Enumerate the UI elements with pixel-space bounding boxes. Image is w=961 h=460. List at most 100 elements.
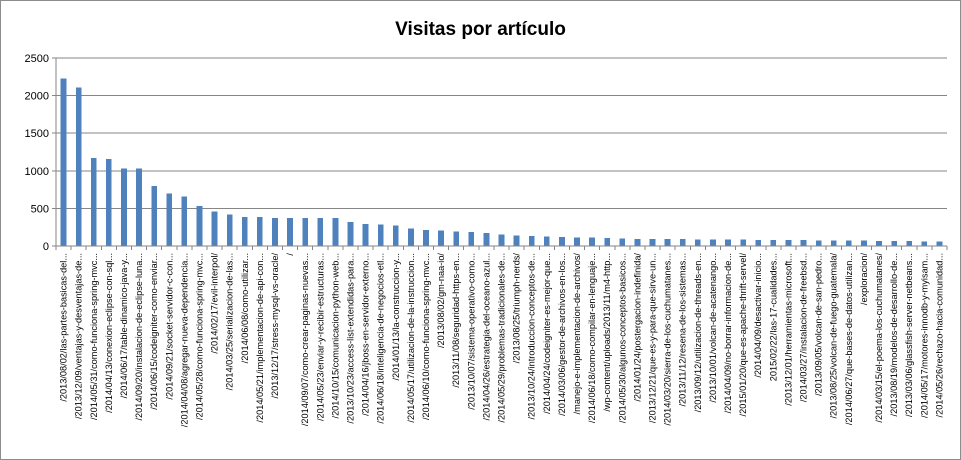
x-category-label: 2015/02/22/las-17-cualidades... [768, 253, 778, 381]
x-category-label: /manejo-e-implementacion-de-archivos/ [572, 253, 582, 415]
x-category-label: /2014/05/17/motores-innodb-y-myisam... [919, 253, 929, 418]
bar [60, 78, 67, 246]
bar [75, 87, 82, 246]
bar [710, 239, 716, 246]
bar [559, 236, 565, 246]
bar [151, 185, 158, 246]
x-category-label: /2013/03/06/glassfish-server-netbeans... [904, 253, 914, 417]
bar [528, 236, 535, 246]
bar [543, 236, 550, 246]
bar [332, 218, 339, 246]
bar [241, 217, 248, 246]
x-category-label: /2013/08/02/las-partes-basicas-del... [59, 253, 69, 402]
bar [483, 233, 490, 246]
bar [377, 224, 384, 246]
bar [408, 228, 414, 246]
x-category-label: /2014/04/13/conexion-eclipse-con-sql... [104, 253, 114, 413]
x-category-label: /2014/04/24/codeigniter-es-mejor-que... [542, 253, 552, 414]
x-category-label: /2013/10/24/introduccion-conceptos-de... [527, 253, 537, 420]
x-category-label: /2014/09/07/como-crear-paginas-nuevas... [300, 253, 310, 426]
x-category-label: /2014/03/25/serializacion-de-las... [225, 253, 235, 390]
x-category-label: /2014/03/06/gestor-de-archivos-en-los... [557, 253, 567, 416]
x-category-label: /2014/04/26/estrategia-del-oceano-azul..… [481, 253, 491, 421]
bar [105, 158, 112, 246]
x-category-label: /2014/06/15/codeigniter-como-enviar... [149, 253, 159, 410]
bar [438, 230, 444, 246]
x-category-label: /2014/06/18/como-compilar-en-lenguaje... [587, 253, 597, 423]
bar [347, 221, 354, 246]
x-category-label: /2014/05/23/enviar-y-recibir-estructuras… [315, 253, 325, 421]
x-category-label: /2013/08/25/volcan-de-fuego-guatemala/ [829, 253, 839, 419]
bar [861, 240, 867, 246]
x-category-label: /2014/05/26/rechazo-hacia-comunidad... [934, 253, 944, 417]
x-category-label: /2014/09/21/socket-servidor-c-con... [164, 253, 174, 400]
bar [921, 241, 928, 246]
x-category-label: /2014/04/09/no-borrar-informacion-de... [723, 253, 733, 413]
x-category-label: /2014/01/24/postergacion-indefinida/ [632, 253, 642, 402]
bar [513, 235, 520, 246]
bar [694, 239, 701, 246]
bar [619, 238, 626, 246]
bar [679, 239, 686, 246]
x-category-label: /wp-content/uploads/2013/11/m4-http... [602, 253, 612, 412]
y-tick-label: 1000 [25, 166, 49, 178]
x-category-label: /2014/09/20/instalacion-de-eclipse-luna.… [134, 253, 144, 421]
bar [392, 225, 399, 246]
x-category-label: /2014/06/10/como-funciona-spring-mvc... [421, 253, 431, 420]
bar [468, 232, 475, 246]
x-category-label: /2013/08/19/modelos-de-desarrollo-de... [889, 253, 899, 416]
x-category-label: /2014/06/08/como-utilizar... [240, 253, 250, 363]
bar [362, 223, 369, 246]
x-category-label: /2014/05/21/implementacion-de-api-con... [255, 253, 265, 423]
bar [453, 231, 460, 246]
x-category-label: /2013/12/01/herramientas-microsoft... [783, 253, 793, 406]
bar [634, 238, 641, 246]
y-tick-label: 2000 [25, 91, 49, 103]
y-tick-label: 1500 [25, 128, 49, 140]
x-category-label: /2014/05/17/utilizacion-de-la-instruccio… [406, 253, 416, 423]
x-category-label: /2014/03/27/instalacion-de-freebsd... [799, 253, 809, 402]
bar [815, 240, 822, 246]
x-category-label: /2013/11/12/resena-de-los-sistemas... [678, 253, 688, 407]
bar [664, 239, 671, 246]
bar [936, 241, 943, 246]
bar [785, 240, 792, 246]
bar [317, 218, 324, 246]
x-category-label: /2014/10/15/comunicacion-python-web... [330, 253, 340, 418]
x-category-label: /2014/04/09/desactivar-inicio... [753, 253, 763, 378]
y-tick-label: 0 [43, 241, 49, 253]
bar [906, 241, 913, 246]
x-category-label: /2014/05/28/como-funciona-spring-mvc... [194, 253, 204, 420]
x-category-label: /2013/10/07/sistema-operativo-como... [466, 253, 476, 410]
bar [423, 230, 429, 246]
bar [830, 240, 837, 246]
x-category-label: /2015/01/20/que-es-apache-thrift-servel/ [738, 253, 748, 417]
x-category-label: /2014/05/31/como-funciona-spring-mvc... [89, 253, 99, 420]
bar [196, 206, 203, 246]
x-category-label: /2013/08/02/gm-naa-io/ [436, 253, 446, 348]
bar [498, 234, 505, 246]
bar [166, 193, 173, 246]
bar [287, 218, 293, 246]
x-category-label: /2014/04/16/jboss-en-servidor-externo... [361, 253, 371, 416]
x-category-label: /2014/05/30/algunos-conceptos-basicos... [617, 253, 627, 423]
bar [211, 211, 218, 246]
bar [604, 238, 611, 246]
bar [740, 239, 746, 246]
bar [649, 238, 656, 246]
bar [257, 217, 263, 246]
x-category-label: /2013/11/08/seguridad-https-en... [451, 253, 461, 388]
x-category-label: /2013/08/25/triumph-nerds/ [512, 253, 522, 364]
bar [136, 168, 142, 246]
y-tick-label: 2500 [25, 53, 49, 65]
bar [90, 158, 97, 246]
x-category-label: /2013/10/23/access-list-extendidas-para.… [345, 253, 355, 424]
bar [272, 217, 278, 246]
x-category-label: /2013/10/01/volcan-de-acatenango... [708, 253, 718, 403]
bar [845, 240, 852, 246]
bar [891, 241, 898, 246]
bar [755, 239, 762, 246]
bar [725, 239, 731, 246]
